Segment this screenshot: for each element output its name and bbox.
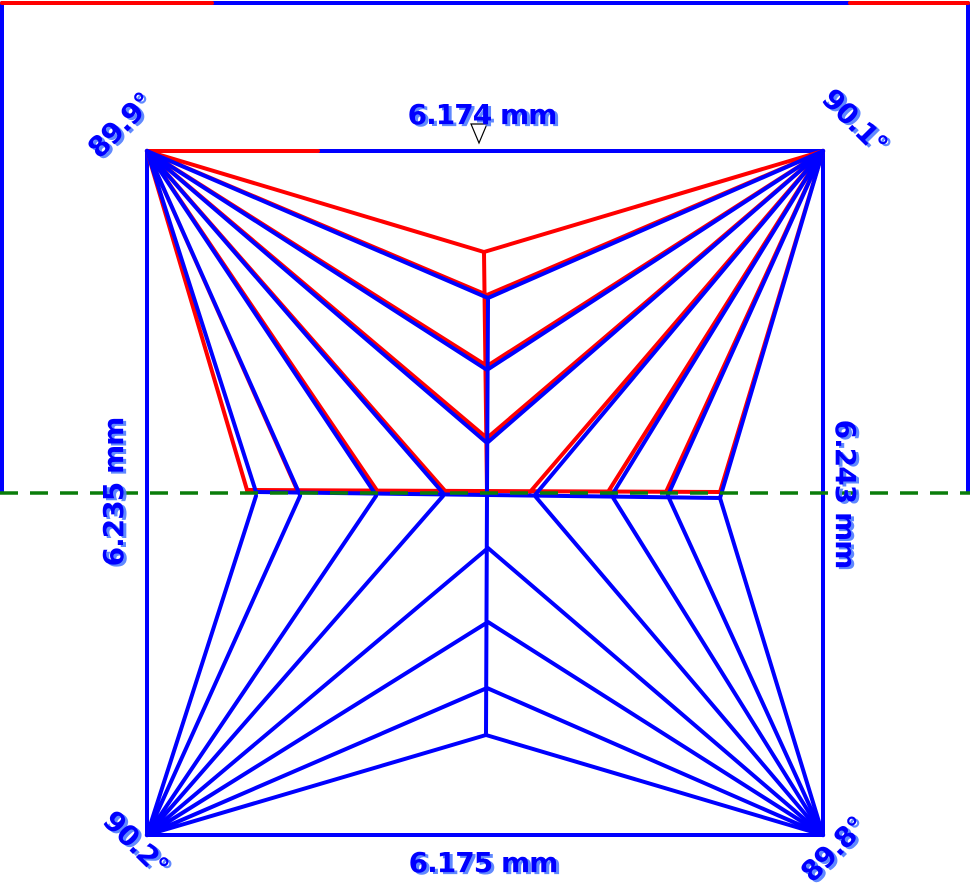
svg-text:6.235 mm: 6.235 mm <box>100 420 133 569</box>
svg-text:90.1°: 90.1° <box>815 82 894 161</box>
triangle-down-icon <box>470 123 488 145</box>
svg-text:6.174 mm: 6.174 mm <box>408 98 557 131</box>
svg-text:6.243 mm: 6.243 mm <box>832 422 865 571</box>
top-facets-blue <box>145 149 825 500</box>
svg-text:6.175 mm: 6.175 mm <box>412 848 561 881</box>
angle-top-right: 90.1° 90.1° <box>815 82 897 163</box>
dimension-top: 6.174 mm 6.174 mm <box>408 98 561 133</box>
svg-text:6.174 mm: 6.174 mm <box>411 100 560 133</box>
outer-frame <box>0 1 970 494</box>
svg-text:6.243 mm: 6.243 mm <box>829 420 862 569</box>
dimension-left: 6.235 mm 6.235 mm <box>97 418 133 569</box>
dimension-right: 6.243 mm 6.243 mm <box>829 420 865 571</box>
bottom-facets-blue <box>145 493 825 837</box>
dimension-bottom: 6.175 mm 6.175 mm <box>409 846 562 881</box>
svg-text:6.235 mm: 6.235 mm <box>97 418 130 567</box>
svg-text:6.175 mm: 6.175 mm <box>409 846 558 879</box>
